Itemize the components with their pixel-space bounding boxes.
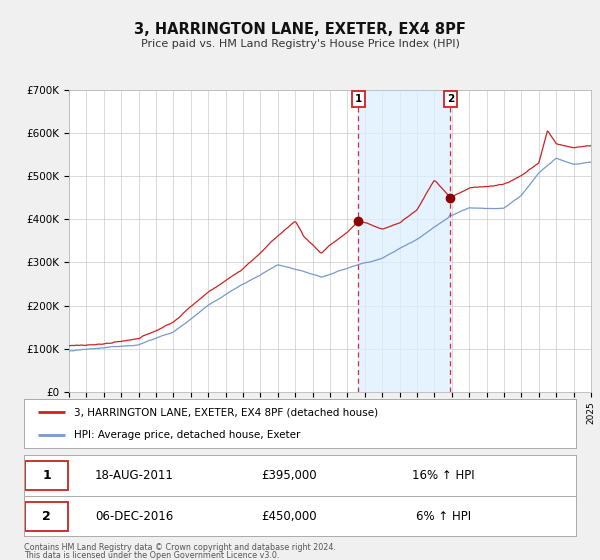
Text: 1: 1 — [355, 94, 362, 104]
Bar — [358, 90, 451, 392]
Text: £395,000: £395,000 — [261, 469, 317, 482]
Text: 6% ↑ HPI: 6% ↑ HPI — [416, 510, 471, 523]
Text: 16% ↑ HPI: 16% ↑ HPI — [412, 469, 475, 482]
FancyBboxPatch shape — [25, 502, 68, 531]
Text: 2: 2 — [42, 510, 51, 523]
Text: 3, HARRINGTON LANE, EXETER, EX4 8PF (detached house): 3, HARRINGTON LANE, EXETER, EX4 8PF (det… — [74, 407, 378, 417]
Text: 18-AUG-2011: 18-AUG-2011 — [95, 469, 174, 482]
Text: 2: 2 — [447, 94, 454, 104]
Text: Contains HM Land Registry data © Crown copyright and database right 2024.: Contains HM Land Registry data © Crown c… — [24, 543, 336, 552]
Text: This data is licensed under the Open Government Licence v3.0.: This data is licensed under the Open Gov… — [24, 551, 280, 560]
Text: 3, HARRINGTON LANE, EXETER, EX4 8PF: 3, HARRINGTON LANE, EXETER, EX4 8PF — [134, 22, 466, 38]
Text: 1: 1 — [42, 469, 51, 482]
Text: 06-DEC-2016: 06-DEC-2016 — [95, 510, 173, 523]
FancyBboxPatch shape — [25, 461, 68, 490]
Text: £450,000: £450,000 — [261, 510, 317, 523]
Text: Price paid vs. HM Land Registry's House Price Index (HPI): Price paid vs. HM Land Registry's House … — [140, 39, 460, 49]
Text: HPI: Average price, detached house, Exeter: HPI: Average price, detached house, Exet… — [74, 430, 300, 440]
